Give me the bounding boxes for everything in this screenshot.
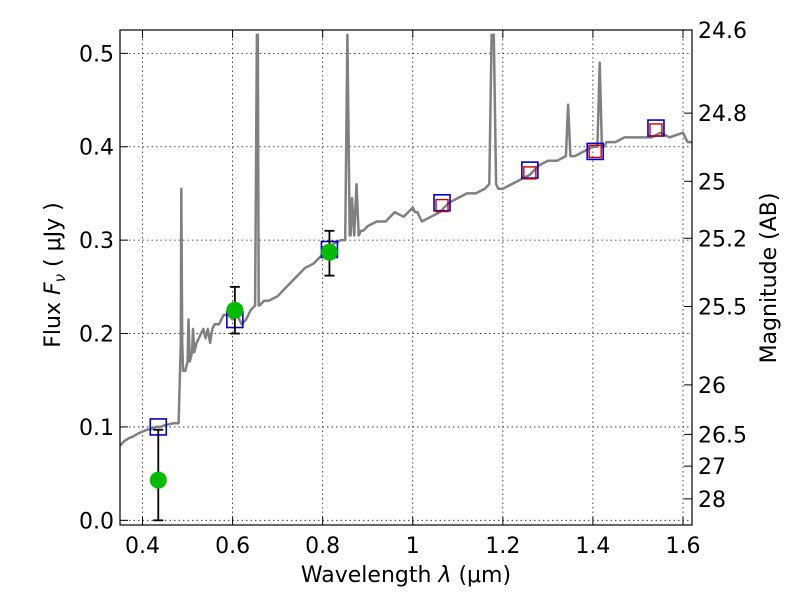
y2-tick-label: 26 [698,374,726,399]
spectrum-line [120,33,692,447]
marker-layer [149,119,665,522]
y-axis-label: Flux Fν ( μJy ) [41,202,69,347]
y2-tick-label: 25.2 [698,227,747,252]
spectrum-layer [120,33,692,447]
plot-frame [119,29,693,526]
x-tick-label: 1.4 [575,534,610,559]
x-tick-label: 1.6 [665,534,700,559]
y-tick-label: 0.1 [79,416,114,441]
tick-layer: 0.4 0.6 0.8 1 1.2 1.4 1.6 0.0 0.1 0.2 0.3 0.4 0.5 24.… [79,19,747,559]
x-axis-label: Wavelength λ (μm) [301,563,511,588]
y2-tick-label: 24.8 [698,102,747,127]
y2-tick-label: 28 [698,488,726,513]
observed-ground-point [320,243,338,261]
y2-axis-label: Magnitude (AB) [757,193,782,364]
y2-tick-label: 26.5 [698,423,747,448]
y-tick-label: 0.4 [79,136,114,161]
y-tick-label: 0.3 [79,229,114,254]
observed-ground-point [226,301,244,319]
model-photometry-point [433,193,451,212]
x-tick-label: 1 [406,534,420,559]
model-photometry-point [521,161,539,179]
observed-hst-point [435,198,449,213]
observed-hst-point [588,144,602,159]
x-tick-label: 1.2 [485,534,520,559]
y2-tick-label: 25.5 [698,295,747,320]
y-tick-label: 0.0 [79,509,114,534]
observed-hst-point [649,123,663,137]
y2-tick-label: 24.6 [698,19,747,44]
y2-tick-label: 25 [698,170,726,195]
x-tick-label: 0.6 [215,534,250,559]
y-tick-label: 0.2 [79,323,114,348]
grid-layer [120,30,692,525]
observed-hst-point [523,166,537,180]
x-tick-label: 0.4 [125,534,160,559]
y-tick-label: 0.5 [79,42,114,67]
model-photometry-point [586,142,604,161]
observed-ground-point [149,471,167,489]
x-tick-label: 0.8 [305,534,340,559]
y2-tick-label: 27 [698,455,726,480]
